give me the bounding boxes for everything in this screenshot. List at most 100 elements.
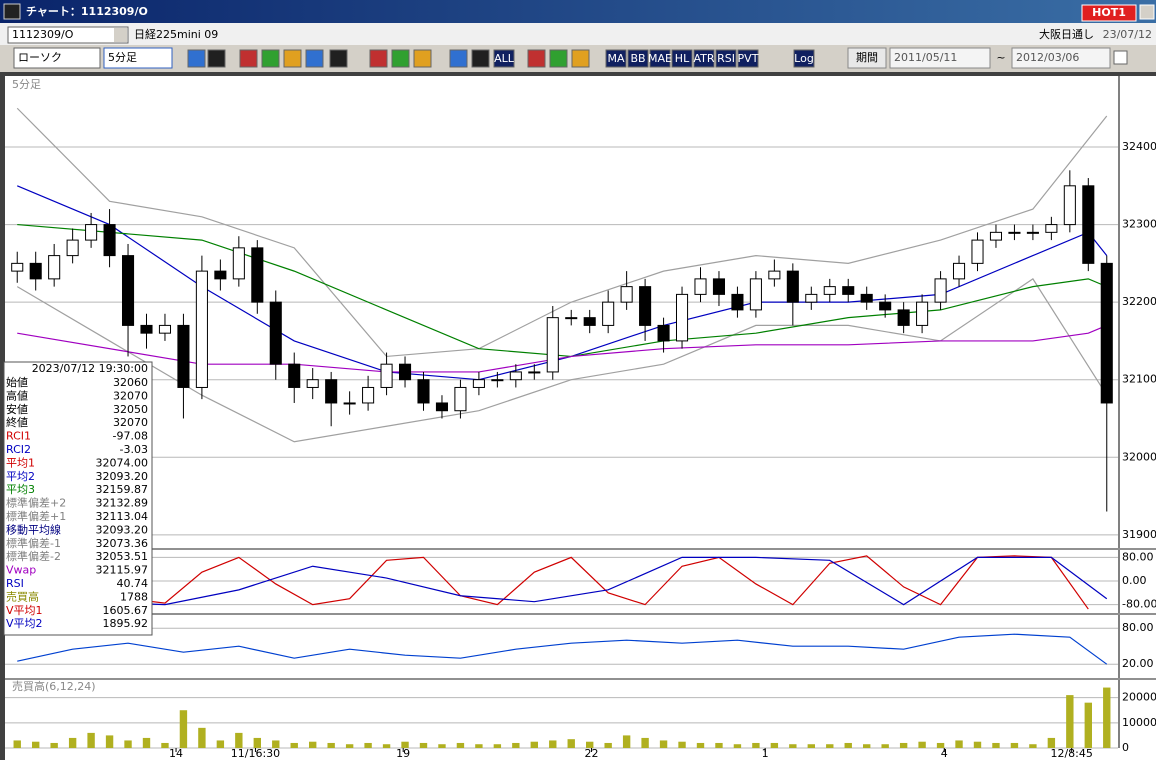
toolbar-icon[interactable] — [413, 49, 432, 68]
checkbox[interactable] — [1113, 50, 1128, 65]
type-combo[interactable] — [13, 47, 101, 69]
candle-body — [435, 402, 449, 412]
info-value: 32060 — [113, 376, 148, 389]
date: 23/07/12 — [1103, 28, 1152, 41]
volume-bar — [604, 742, 612, 748]
toolbar-icon[interactable] — [449, 49, 468, 68]
separator: ~ — [996, 51, 1005, 64]
volume-bar — [401, 741, 409, 748]
close-button[interactable] — [1139, 4, 1155, 20]
toolbar-icon[interactable] — [549, 49, 568, 68]
volume-bar — [992, 742, 1000, 748]
volume-bar — [641, 737, 649, 748]
volume-bar — [68, 737, 77, 748]
toolbar-icon[interactable] — [391, 49, 410, 68]
toolbar-icon[interactable] — [493, 49, 515, 68]
candle-body — [1008, 231, 1021, 234]
volume-bar — [567, 739, 575, 748]
volume-bar — [512, 742, 520, 748]
toolbar-icon[interactable] — [471, 49, 490, 68]
info-value: 32070 — [113, 416, 148, 429]
info-label: Vwap — [6, 564, 36, 577]
hot-label[interactable]: HOT1 — [1092, 6, 1126, 19]
interval-combo[interactable] — [103, 47, 173, 69]
toolbar-icon[interactable] — [369, 49, 388, 68]
volume-bar — [253, 737, 261, 748]
indicator-line — [17, 633, 1108, 665]
toolbar-icon-label: RSI — [717, 52, 735, 65]
candle-body — [768, 270, 781, 280]
toolbar-icon[interactable] — [627, 49, 649, 68]
candle-body — [269, 301, 282, 365]
volume-bar — [475, 744, 483, 748]
x-tick-label: 11/16:30 — [231, 747, 280, 760]
info-label: 安値 — [6, 402, 28, 416]
candle-body — [860, 293, 873, 303]
y-tick-label: -80.00 — [1122, 598, 1156, 611]
toolbar-icon[interactable] — [283, 49, 302, 68]
info-label: V平均1 — [6, 604, 43, 617]
y-tick-label: 32100 — [1122, 373, 1156, 386]
toolbar-icon[interactable] — [571, 49, 590, 68]
candle-body — [177, 324, 190, 388]
toolbar-icon[interactable] — [261, 49, 280, 68]
toolbar-icon[interactable] — [239, 49, 258, 68]
volume-bar — [622, 735, 631, 748]
candle-body — [103, 224, 116, 257]
volume-bar — [696, 742, 705, 748]
candle-body — [916, 301, 929, 326]
volume-bar — [789, 744, 797, 748]
symbol-combo[interactable] — [7, 26, 129, 44]
toolbar-icon[interactable] — [715, 49, 737, 68]
toolbar-icon[interactable] — [693, 49, 715, 68]
volume-bar — [530, 741, 538, 748]
info-label: 売買高 — [6, 589, 39, 603]
volume-bar — [105, 735, 114, 748]
volume-bar — [50, 742, 58, 748]
toolbar-icon[interactable] — [207, 49, 226, 68]
candle-body — [620, 286, 633, 303]
toolbar-icon[interactable] — [187, 49, 206, 68]
x-tick-label: 14 — [169, 747, 183, 760]
x-tick-label: 1 — [762, 747, 769, 760]
info-value: 32073.36 — [96, 537, 149, 550]
toolbar-icon[interactable] — [329, 49, 348, 68]
chart-area — [5, 76, 1156, 760]
combo-arrow[interactable] — [114, 28, 127, 42]
candle-body — [879, 301, 892, 311]
toolbar-icon-label: HL — [675, 52, 690, 65]
hot-button[interactable] — [1081, 4, 1137, 22]
candle-body — [823, 286, 836, 295]
info-value: 1895.92 — [103, 617, 149, 630]
toolbar-icon-label: MAE — [648, 52, 672, 65]
period-button[interactable] — [847, 47, 887, 69]
to-date-box[interactable] — [1011, 47, 1111, 69]
candle-body — [934, 278, 947, 303]
info-label: 標準偏差-2 — [6, 549, 61, 563]
volume-bar — [826, 744, 834, 748]
volume-bar — [844, 742, 852, 748]
candle-body — [1100, 262, 1113, 404]
y-tick-label: 32000 — [1122, 450, 1156, 463]
toolbar-icon[interactable] — [793, 49, 815, 68]
toolbar-icon[interactable] — [671, 49, 693, 68]
info-label: RSI — [6, 577, 24, 590]
candle-body — [1045, 224, 1058, 233]
toolbar-icon[interactable] — [737, 49, 759, 68]
candle-body — [343, 402, 356, 405]
info-label: RCI2 — [6, 443, 31, 456]
toolbar-icon[interactable] — [527, 49, 546, 68]
toolbar-icon-label: PVT — [738, 52, 759, 65]
volume-bar — [216, 740, 225, 748]
toolbar-icon[interactable] — [605, 49, 627, 68]
volume-bar — [290, 742, 298, 748]
info-label: 終値 — [6, 415, 28, 429]
toolbar-icon[interactable] — [649, 49, 671, 68]
candle-body — [251, 247, 264, 303]
volume-bar — [807, 744, 815, 748]
from-date-box[interactable] — [889, 47, 991, 69]
toolbar-icon[interactable] — [305, 49, 324, 68]
volume-bar — [918, 741, 926, 748]
y-tick-label: 80.00 — [1122, 621, 1154, 634]
